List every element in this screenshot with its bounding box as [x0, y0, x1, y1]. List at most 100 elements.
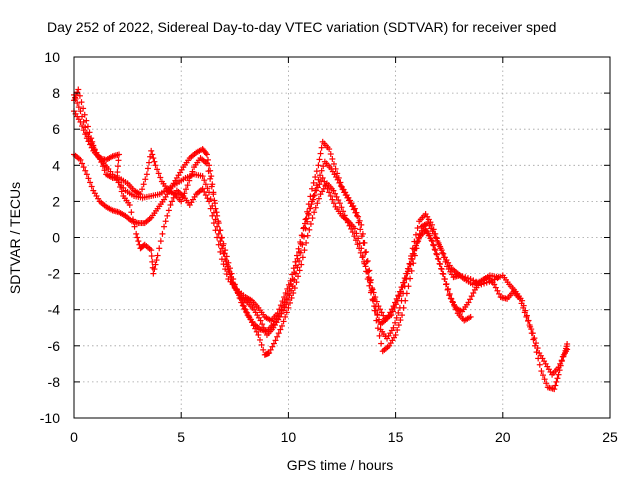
data-point: [560, 353, 567, 360]
data-point: [374, 312, 381, 319]
data-point: [315, 176, 322, 183]
data-point: [154, 166, 161, 173]
data-point: [434, 255, 441, 262]
data-point: [407, 261, 414, 268]
data-point: [303, 239, 310, 246]
data-point: [341, 212, 348, 219]
data-point: [257, 317, 264, 324]
data-point: [388, 312, 395, 319]
data-point: [118, 188, 125, 195]
data-point: [255, 331, 262, 338]
data-point: [351, 205, 358, 212]
data-point: [156, 245, 163, 252]
data-point: [441, 276, 448, 283]
data-point: [208, 183, 215, 190]
data-point: [228, 274, 235, 281]
data-point: [84, 123, 91, 130]
data-point: [394, 297, 401, 304]
data-point: [204, 195, 211, 202]
data-point: [199, 173, 206, 180]
data-point: [414, 239, 421, 246]
data-point: [269, 343, 276, 350]
data-point: [274, 333, 281, 340]
data-point: [75, 86, 82, 93]
data-point: [79, 160, 86, 167]
data-point: [543, 380, 550, 387]
y-tick-label: 2: [52, 193, 60, 209]
data-point: [279, 298, 286, 305]
data-point: [280, 318, 287, 325]
data-point: [494, 275, 501, 282]
data-point: [552, 382, 559, 389]
data-point: [306, 205, 313, 212]
data-point: [307, 220, 314, 227]
data-point: [83, 117, 90, 124]
data-point: [349, 229, 356, 236]
data-point: [536, 361, 543, 368]
data-point: [220, 242, 227, 249]
y-tick-label: -4: [48, 302, 61, 318]
data-point: [364, 257, 371, 264]
data-point: [151, 158, 158, 165]
x-tick-label: 5: [177, 429, 185, 445]
data-point: [451, 301, 458, 308]
data-point: [201, 177, 208, 184]
data-point: [429, 221, 436, 228]
data-point: [155, 170, 162, 177]
data-point: [465, 299, 472, 306]
data-point: [430, 226, 437, 233]
data-point: [288, 294, 295, 301]
data-point: [202, 192, 209, 199]
data-point: [306, 226, 313, 233]
data-point: [311, 192, 318, 199]
data-point: [491, 281, 498, 288]
data-point: [236, 292, 243, 299]
data-point: [372, 307, 379, 314]
data-point: [134, 234, 141, 241]
data-point: [159, 230, 166, 237]
data-point: [330, 187, 337, 194]
axis-ticks: 0 5 10 15 20 25 -10 -8 -6 -4 -2 0 2 4 6 8 10: [40, 49, 618, 445]
data-point: [240, 303, 247, 310]
data-point: [316, 156, 323, 163]
data-point: [277, 302, 284, 309]
data-point: [317, 150, 324, 157]
data-point: [555, 371, 562, 378]
data-point: [298, 261, 305, 268]
data-point: [531, 335, 538, 342]
data-point: [207, 205, 214, 212]
data-point: [332, 165, 339, 172]
data-point: [290, 265, 297, 272]
data-point: [310, 196, 317, 203]
data-point: [358, 221, 365, 228]
data-point: [203, 151, 210, 158]
data-point: [148, 253, 155, 260]
data-point: [428, 237, 435, 244]
data-point: [85, 133, 92, 140]
data-point: [256, 336, 263, 343]
data-point: [395, 292, 402, 299]
data-point: [390, 324, 397, 331]
data-point: [402, 275, 409, 282]
data-point: [202, 150, 209, 157]
data-point: [528, 326, 535, 333]
data-point: [287, 299, 294, 306]
data-point: [304, 232, 311, 239]
data-point: [394, 327, 401, 334]
data-point: [245, 313, 252, 320]
data-point: [432, 230, 439, 237]
data-point: [333, 193, 340, 200]
data-point: [354, 241, 361, 248]
data-point: [356, 217, 363, 224]
data-point: [369, 285, 376, 292]
data-point: [391, 304, 398, 311]
data-point: [326, 189, 333, 196]
data-point: [305, 210, 312, 217]
data-point: [315, 195, 322, 202]
data-point: [252, 325, 259, 332]
data-point: [87, 179, 94, 186]
data-point: [392, 331, 399, 338]
data-point: [131, 223, 138, 230]
data-point: [521, 309, 528, 316]
data-point: [467, 313, 474, 320]
